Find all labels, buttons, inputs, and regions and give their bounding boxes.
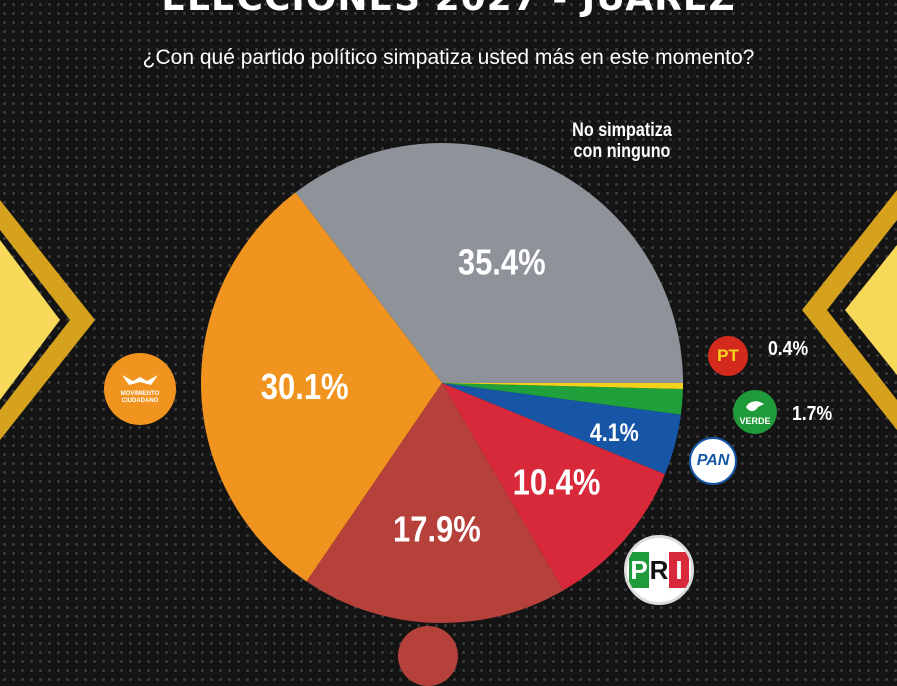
page-subtitle: ¿Con qué partido político simpatiza uste… — [142, 46, 755, 69]
pri-letter-p: P — [629, 552, 649, 588]
pie-slice-morena — [306, 383, 564, 623]
movimiento-ciudadano-logo-icon: MOVIMIENTO CIUDADANO — [104, 353, 176, 425]
verde-logo-icon: VERDE — [733, 390, 777, 434]
toucan-icon — [746, 401, 764, 412]
pie-slice-no-simpatiza-con-ninguno — [295, 143, 683, 383]
pt-value-label: 0.4% — [768, 338, 809, 360]
pie-label-pan: 4.1% — [590, 418, 639, 446]
right-chevron-decoration — [802, 190, 897, 430]
morena-logo-icon — [398, 626, 458, 686]
pie-slice-verde — [442, 383, 683, 415]
pri-logo-icon: P R I — [624, 535, 694, 605]
pie-label-morena: 17.9% — [393, 510, 481, 550]
pie-label-movimiento-ciudadano: 30.1% — [261, 368, 349, 408]
pie-label-no-simpatiza-con-ninguno: 35.4% — [458, 243, 546, 283]
pie-chart: 35.4% 30.1% 17.9% 10.4% 4.1% — [200, 143, 683, 623]
pt-logo-text: PT — [717, 346, 739, 365]
pie-slice-pan — [442, 383, 681, 475]
pri-letter-i: I — [669, 552, 689, 588]
verde-value-label: 1.7% — [792, 403, 833, 425]
pie-slice-pri — [442, 383, 665, 591]
pt-logo-icon: PT — [708, 336, 748, 376]
page-title: ELECCIONES 2027 - JUÁREZ — [0, 0, 897, 19]
left-chevron-decoration — [0, 200, 95, 440]
pie-label-pri: 10.4% — [513, 463, 601, 503]
mc-logo-text: MOVIMIENTO CIUDADANO — [120, 391, 160, 404]
eagle-icon — [122, 375, 158, 385]
pan-logo-icon: PAN — [689, 437, 737, 485]
pie-slice-movimiento-ciudadano — [200, 192, 442, 582]
verde-logo-text: VERDE — [739, 416, 771, 426]
pri-letter-r: R — [649, 552, 669, 588]
no-simpatiza-label-line-1: No simpatiza — [572, 120, 672, 141]
no-simpatiza-label: No simpatiza con ninguno — [563, 120, 682, 162]
no-simpatiza-label-line-2: con ninguno — [573, 141, 671, 162]
pie-slice-pt — [442, 383, 683, 390]
pan-logo-text: PAN — [696, 452, 730, 469]
